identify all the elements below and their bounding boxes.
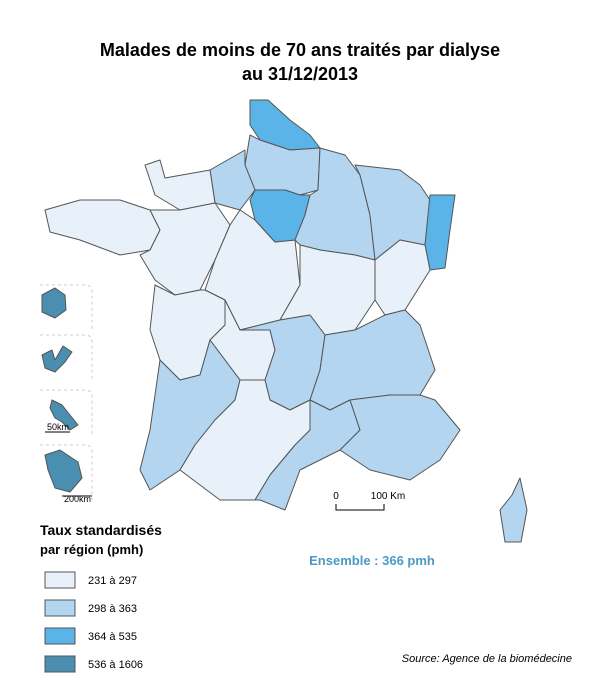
source: Source: Agence de la biomédecine: [402, 653, 572, 665]
scale-line: [335, 504, 385, 511]
inset-scale-label: 50km: [47, 422, 69, 432]
legend-swatch: [44, 627, 76, 645]
insets: [40, 284, 93, 500]
legend-swatch: [44, 571, 76, 589]
title: au 31/12/2013: [242, 64, 358, 84]
inset-region: [49, 399, 79, 431]
legend: 231 à 297 298 à 363 364 à 535 536 à 1606: [44, 571, 143, 673]
inset-frame: [40, 389, 93, 435]
region: [144, 159, 216, 211]
scale-bar: 0 100 Km: [333, 491, 405, 511]
scale-label: 100 Km: [371, 491, 405, 502]
inset-region: [41, 287, 67, 319]
legend-label: 536 à 1606: [88, 659, 143, 671]
legend-title: Taux standardisés: [40, 522, 162, 538]
legend-label: 298 à 363: [88, 603, 137, 615]
region: [499, 477, 528, 543]
inset-region: [41, 345, 73, 373]
inset-frame: [40, 334, 93, 380]
region: [44, 199, 161, 256]
legend-swatch: [44, 599, 76, 617]
region: [339, 394, 461, 481]
scale-label: 0: [333, 491, 339, 502]
inset-region: [44, 449, 83, 493]
summary: Ensemble : 366 pmh: [309, 553, 435, 568]
inset-frame: [40, 284, 93, 330]
legend-label: 231 à 297: [88, 575, 137, 587]
title: Malades de moins de 70 ans traités par d…: [100, 40, 500, 60]
inset-scale-label: 200km: [64, 494, 91, 504]
map: [44, 99, 528, 543]
legend-title: par région (pmh): [40, 542, 143, 557]
region: [424, 194, 456, 271]
legend-swatch: [44, 655, 76, 673]
legend-label: 364 à 535: [88, 631, 137, 643]
inset-shapes: [41, 287, 83, 493]
region: [374, 239, 431, 316]
inset-frame: [40, 444, 93, 500]
